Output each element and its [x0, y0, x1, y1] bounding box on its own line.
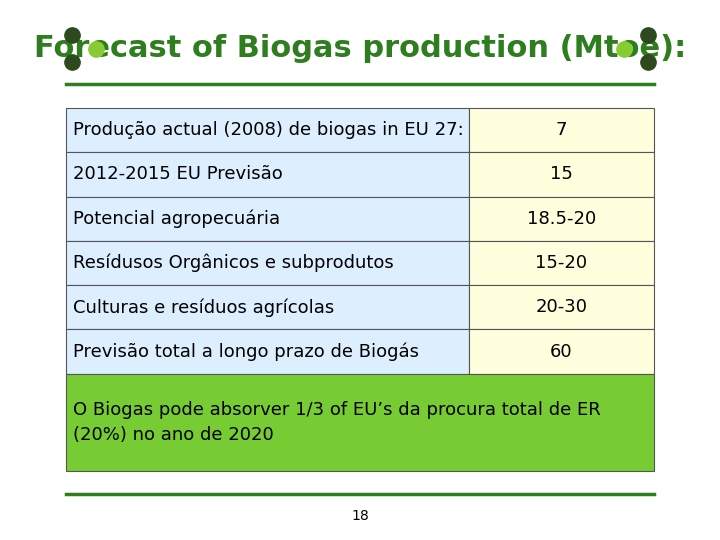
Text: 60: 60: [550, 342, 573, 361]
Bar: [66, 329, 469, 374]
Text: 2012-2015 EU Previsão: 2012-2015 EU Previsão: [73, 165, 283, 184]
Bar: [66, 241, 469, 285]
Text: O Biogas pode absorver 1/3 of EU’s da procura total de ER
(20%) no ano de 2020: O Biogas pode absorver 1/3 of EU’s da pr…: [73, 401, 601, 444]
Bar: [469, 108, 654, 152]
Bar: [469, 152, 654, 197]
Text: 15-20: 15-20: [536, 254, 588, 272]
Bar: [66, 374, 654, 471]
Text: 18.5-20: 18.5-20: [527, 210, 596, 228]
Text: 20-30: 20-30: [536, 298, 588, 316]
Bar: [469, 329, 654, 374]
Text: Culturas e resíduos agrícolas: Culturas e resíduos agrícolas: [73, 298, 335, 316]
Text: Resídusos Orgânicos e subprodutos: Resídusos Orgânicos e subprodutos: [73, 254, 394, 272]
Text: Forecast of Biogas production (Mtoe):: Forecast of Biogas production (Mtoe):: [34, 34, 686, 63]
Bar: [66, 152, 469, 197]
Bar: [469, 241, 654, 285]
Text: Produção actual (2008) de biogas in EU 27:: Produção actual (2008) de biogas in EU 2…: [73, 121, 464, 139]
Bar: [469, 197, 654, 241]
Text: 15: 15: [550, 165, 573, 184]
Bar: [66, 108, 469, 152]
Bar: [469, 285, 654, 329]
Text: Potencial agropecuária: Potencial agropecuária: [73, 210, 281, 228]
Text: Previsão total a longo prazo de Biogás: Previsão total a longo prazo de Biogás: [73, 342, 420, 361]
Text: 18: 18: [351, 509, 369, 523]
Bar: [66, 197, 469, 241]
Bar: [66, 285, 469, 329]
Text: 7: 7: [556, 121, 567, 139]
